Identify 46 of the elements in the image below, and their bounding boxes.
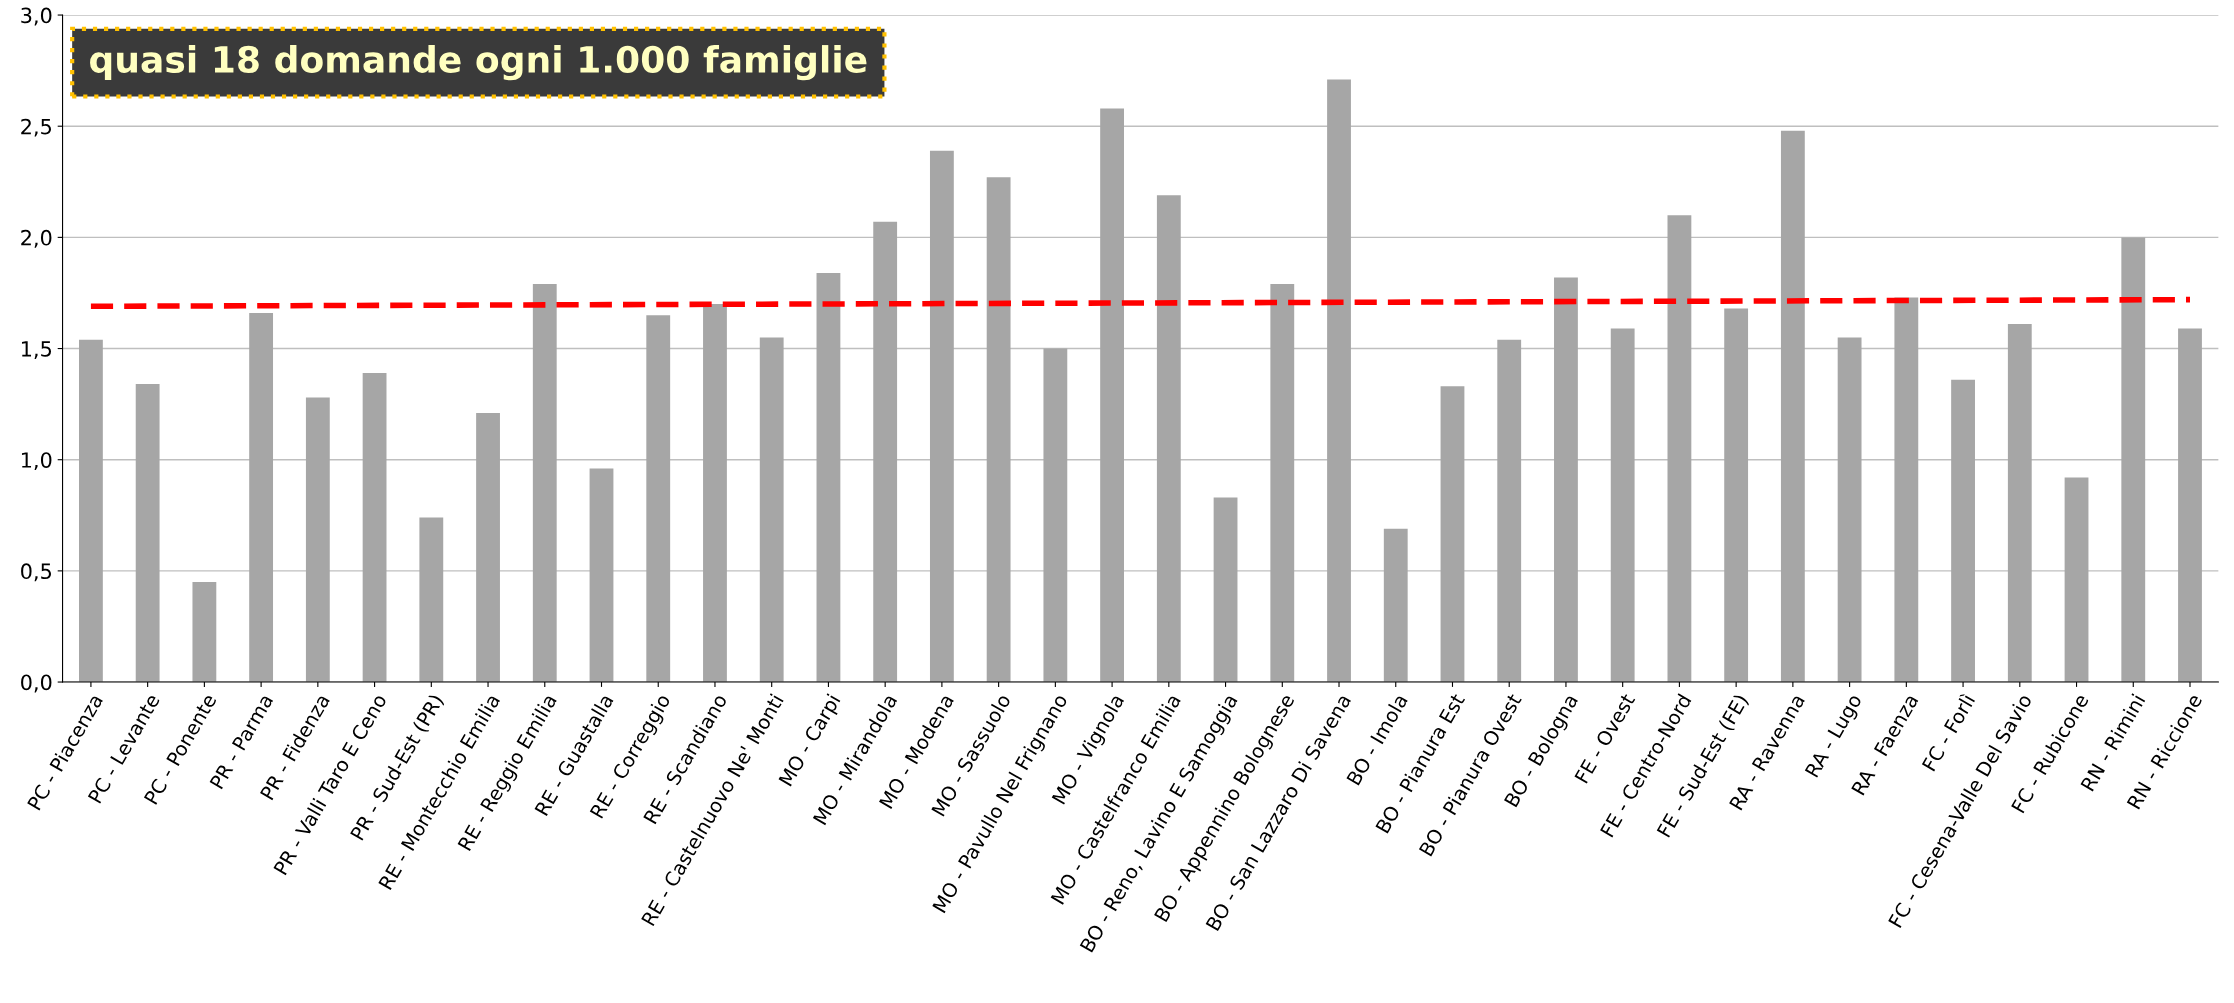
- bar: [305, 397, 330, 683]
- bar: [589, 468, 614, 683]
- bar: [1837, 337, 1862, 683]
- bar: [1213, 497, 1238, 683]
- bar: [646, 315, 671, 683]
- bar: [249, 312, 274, 683]
- bar: [362, 373, 387, 683]
- bar: [1951, 379, 1975, 683]
- bar: [192, 581, 217, 683]
- y-tick-label: 2,5: [21, 118, 52, 137]
- bar: [1610, 328, 1635, 683]
- bar: [1100, 108, 1124, 683]
- bar: [532, 284, 557, 683]
- bar: [79, 339, 103, 683]
- bar: [1327, 79, 1351, 683]
- bar: [1667, 215, 1692, 683]
- y-tick-label: 3,0: [21, 7, 52, 26]
- y-tick-label: 0,5: [21, 563, 52, 582]
- bar: [703, 304, 727, 683]
- bar: [1497, 339, 1522, 683]
- bar: [2121, 237, 2146, 683]
- y-tick-label: 0,0: [21, 674, 52, 693]
- bar: [759, 337, 784, 683]
- bar: [1894, 297, 1919, 683]
- bar: [1270, 284, 1295, 683]
- bar: [2007, 324, 2032, 683]
- bar: [1780, 130, 1805, 683]
- bar: [1554, 277, 1578, 683]
- bar: [2178, 328, 2202, 683]
- bar: [1383, 528, 1408, 683]
- bar: [2064, 477, 2089, 683]
- bar: [419, 517, 444, 683]
- y-tick-label: 1,0: [21, 452, 52, 471]
- bar: [816, 272, 841, 683]
- bar: [476, 413, 500, 683]
- text: quasi 18 domande ogni 1.000 famiglie: [90, 45, 867, 81]
- bar: [1724, 308, 1749, 683]
- bar: [929, 150, 954, 683]
- y-tick-label: 1,5: [21, 341, 52, 359]
- bar: [1156, 195, 1181, 683]
- bar: [1043, 348, 1068, 683]
- bar: [135, 384, 160, 683]
- y-tick-label: 2,0: [21, 229, 52, 248]
- bar: [873, 221, 898, 683]
- bar: [986, 177, 1011, 683]
- bar: [1440, 386, 1465, 683]
